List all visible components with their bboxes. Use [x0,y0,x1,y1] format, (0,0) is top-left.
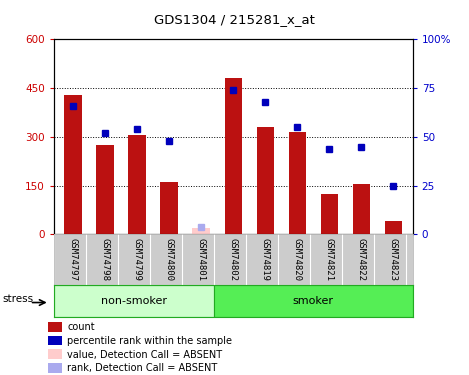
Bar [353,184,370,234]
Text: GDS1304 / 215281_x_at: GDS1304 / 215281_x_at [154,13,315,26]
Bar [48,349,61,359]
Bar [385,221,402,234]
Bar [192,228,210,234]
Text: GSM74819: GSM74819 [261,238,270,281]
Text: GSM74798: GSM74798 [101,238,110,281]
Bar [64,94,82,234]
Bar [214,285,413,317]
Text: GSM74822: GSM74822 [357,238,366,281]
Text: percentile rank within the sample: percentile rank within the sample [67,336,232,346]
Bar [225,78,242,234]
Bar [129,135,146,234]
Bar [321,194,338,234]
Text: GSM74801: GSM74801 [197,238,206,281]
Text: rank, Detection Call = ABSENT: rank, Detection Call = ABSENT [67,363,218,373]
Text: non-smoker: non-smoker [101,296,167,306]
Text: GSM74823: GSM74823 [389,238,398,281]
Bar [48,336,61,345]
Text: GSM74800: GSM74800 [165,238,174,281]
Text: GSM74821: GSM74821 [325,238,334,281]
Bar [48,363,61,372]
Text: GSM74802: GSM74802 [229,238,238,281]
Bar [288,132,306,234]
Text: GSM74799: GSM74799 [133,238,142,281]
Text: count: count [67,322,95,332]
Bar [257,127,274,234]
Bar [97,145,114,234]
Text: value, Detection Call = ABSENT: value, Detection Call = ABSENT [67,350,222,360]
Text: smoker: smoker [293,296,334,306]
Text: GSM74797: GSM74797 [68,238,78,281]
Text: GSM74820: GSM74820 [293,238,302,281]
Bar [54,285,214,317]
Bar [160,182,178,234]
Bar [48,322,61,332]
Text: stress: stress [3,294,34,304]
